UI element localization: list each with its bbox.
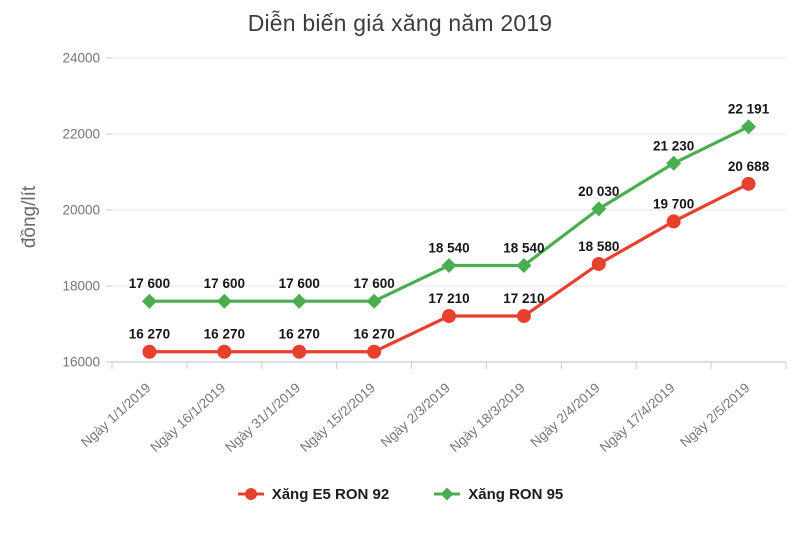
y-tick-label: 20000 [62,203,100,218]
data-point-label: 19 700 [653,196,694,211]
data-point-marker [516,309,531,324]
y-tick-label: 18000 [62,279,100,294]
data-point-label: 16 270 [204,327,245,342]
legend-item-xang-ron-95[interactable]: Xăng RON 95 [433,486,563,503]
x-tick-label: Ngày 15/2/2019 [297,380,378,455]
legend-item-xang-e5-ron-92[interactable]: Xăng E5 RON 92 [237,485,390,503]
data-point-marker [216,293,232,309]
data-point-marker [441,257,457,273]
data-point-label: 17 600 [204,276,245,291]
legend-diamond-marker-icon [434,487,461,501]
data-point-label: 16 270 [279,327,320,342]
y-tick-label: 24000 [62,51,100,66]
x-tick-label: Ngày 2/4/2019 [527,380,602,450]
data-point-label: 18 540 [428,240,469,255]
data-point-label: 18 540 [503,240,544,255]
chart-title: Diễn biến giá xăng năm 2019 [247,10,553,36]
data-point-label: 17 600 [353,276,394,291]
data-point-marker [141,293,157,309]
x-tick-label: Ngày 2/3/2019 [378,380,453,450]
x-tick-label: Ngày 18/3/2019 [447,380,528,455]
data-point-label: 16 270 [129,327,170,342]
data-point-marker [516,257,532,273]
data-point-label: 20 030 [578,184,619,199]
data-point-marker [142,344,157,359]
data-point-label: 17 600 [279,276,320,291]
data-point-marker [442,309,456,324]
data-point-marker [291,293,307,309]
legend: Xăng E5 RON 92 Xăng RON 95 [0,481,800,507]
data-point-label: 20 688 [728,159,770,174]
x-tick-label: Ngày 31/1/2019 [222,380,303,455]
data-point-marker [366,293,382,309]
data-point-label: 17 210 [503,291,544,306]
data-point-marker [741,176,756,191]
legend-label-xang-ron-95: Xăng RON 95 [468,485,564,503]
data-point-marker [217,344,232,359]
data-point-marker [591,256,606,271]
x-tick-label: Ngày 16/1/2019 [147,380,228,455]
legend-circle-marker-icon [237,488,264,500]
x-tick-label: Ngày 17/4/2019 [597,380,678,455]
data-point-marker [666,214,681,229]
data-point-label: 22 191 [728,102,770,117]
data-point-label: 17 600 [129,276,170,291]
data-point-label: 16 270 [353,327,394,342]
data-point-label: 21 230 [653,138,694,153]
data-point-marker [367,344,382,359]
x-tick-label: Ngày 2/5/2019 [677,380,752,450]
x-tick-label: Ngày 1/1/2019 [78,380,153,450]
data-point-marker [741,119,757,135]
y-tick-label: 16000 [62,355,100,370]
data-point-marker [591,201,607,217]
legend-label-xang-e5-ron-92: Xăng E5 RON 92 [271,485,390,503]
data-point-marker [292,344,307,359]
y-tick-label: 22000 [62,127,100,142]
data-point-label: 18 580 [578,239,619,254]
data-point-label: 17 210 [428,291,469,306]
data-point-marker [666,155,682,171]
